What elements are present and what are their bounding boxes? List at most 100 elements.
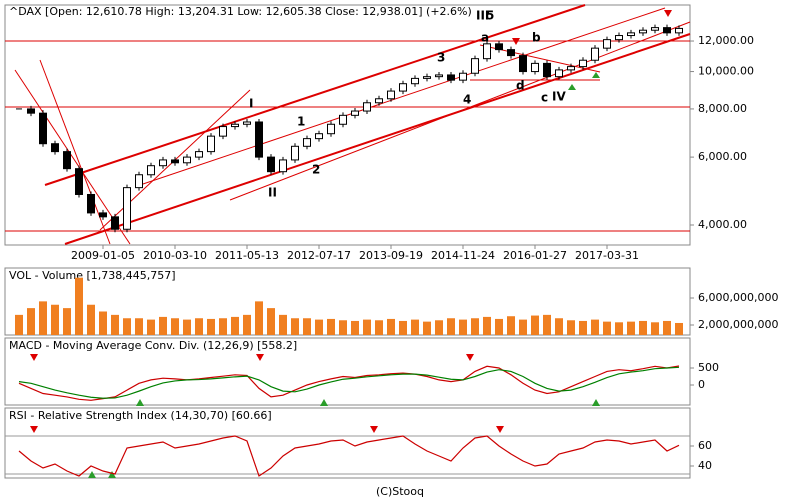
sell-marker [512, 38, 520, 45]
annotation: 3 [437, 51, 445, 65]
buy-marker [320, 399, 328, 406]
bar [639, 320, 647, 335]
candle [615, 35, 623, 41]
bar [315, 319, 323, 335]
rsi-title: RSI - Relative Strength Index (14,30,70)… [9, 409, 272, 422]
bar [615, 322, 623, 335]
y-tick-label: 6,000,000,000 [698, 291, 778, 304]
candle [87, 193, 95, 214]
x-tick-label: 2014-11-24 [431, 249, 495, 262]
candle [591, 47, 599, 61]
bar [579, 320, 587, 335]
x-tick-label: 2013-09-19 [359, 249, 423, 262]
candle [351, 110, 359, 116]
candle [339, 114, 347, 125]
sell-marker [30, 354, 38, 361]
y-tick-label: 6,000.00 [698, 150, 747, 163]
candle [507, 49, 515, 57]
bar [267, 308, 275, 335]
candle [255, 121, 263, 158]
candle [447, 74, 455, 81]
candle [603, 39, 611, 49]
x-tick-label: 2010-03-10 [143, 249, 207, 262]
line-series [18, 366, 680, 399]
bar [243, 314, 251, 335]
candle [51, 143, 59, 153]
x-tick-label: 2016-01-27 [503, 249, 567, 262]
buy-marker [88, 471, 96, 478]
bar [567, 320, 575, 335]
bar [375, 320, 383, 335]
bar [195, 318, 203, 335]
bar [423, 321, 431, 335]
bar [483, 316, 491, 335]
bar [507, 316, 515, 335]
bar [111, 314, 119, 335]
buy-marker [592, 72, 600, 78]
bar [627, 321, 635, 335]
annotation: b [532, 31, 541, 45]
annotation: 1 [297, 115, 305, 129]
candle [99, 212, 107, 218]
buy-marker [108, 471, 116, 478]
macd-panel [4, 337, 691, 406]
bar [435, 320, 443, 335]
candle [555, 69, 563, 78]
bar [603, 321, 611, 335]
bar [75, 277, 83, 335]
bar [411, 319, 419, 335]
bar [135, 318, 143, 335]
annotation: 4 [463, 93, 471, 107]
candle [423, 76, 431, 79]
bar [459, 319, 467, 335]
buy-marker [568, 84, 576, 90]
candle [435, 74, 443, 78]
candle [495, 43, 503, 51]
y-tick-label: 12,000.00 [698, 34, 754, 47]
candle [543, 62, 551, 78]
sell-marker [466, 354, 474, 361]
candle [267, 156, 275, 173]
candle [243, 121, 251, 125]
bar [147, 319, 155, 335]
x-tick-label: 2017-03-31 [575, 249, 639, 262]
bar [471, 318, 479, 335]
bar [27, 308, 35, 335]
footer: (C)Stooq [376, 485, 424, 498]
bar [279, 314, 287, 335]
bar [663, 320, 671, 335]
y-tick-label: 60 [698, 439, 712, 452]
candle [519, 55, 527, 73]
candle [651, 27, 659, 31]
y-tick-label: 4,000.00 [698, 218, 747, 231]
sell-marker [496, 426, 504, 433]
candle [471, 58, 479, 74]
candle [63, 151, 71, 170]
candle [207, 135, 215, 153]
trend-line [39, 59, 111, 245]
price-panel [4, 4, 691, 246]
bar [555, 318, 563, 335]
candle [399, 83, 407, 92]
y-tick-label: 0 [698, 378, 705, 391]
bar [171, 318, 179, 335]
bar [231, 316, 239, 335]
buy-marker [592, 399, 600, 406]
annotation: 5 [486, 9, 494, 23]
y-tick-label: 2,000,000,000 [698, 318, 778, 331]
candle [411, 77, 419, 85]
candle [291, 145, 299, 161]
bar [39, 301, 47, 335]
line-series [18, 365, 680, 401]
y-tick-label: 500 [698, 361, 719, 374]
buy-marker [136, 399, 144, 406]
trend-line [44, 4, 586, 186]
trend-line [139, 7, 666, 186]
volume-panel [4, 267, 691, 336]
candle [111, 216, 119, 230]
bar [183, 319, 191, 335]
candle [279, 159, 287, 173]
bar [531, 315, 539, 335]
x-tick-label: 2012-07-17 [287, 249, 351, 262]
bar [207, 318, 215, 335]
